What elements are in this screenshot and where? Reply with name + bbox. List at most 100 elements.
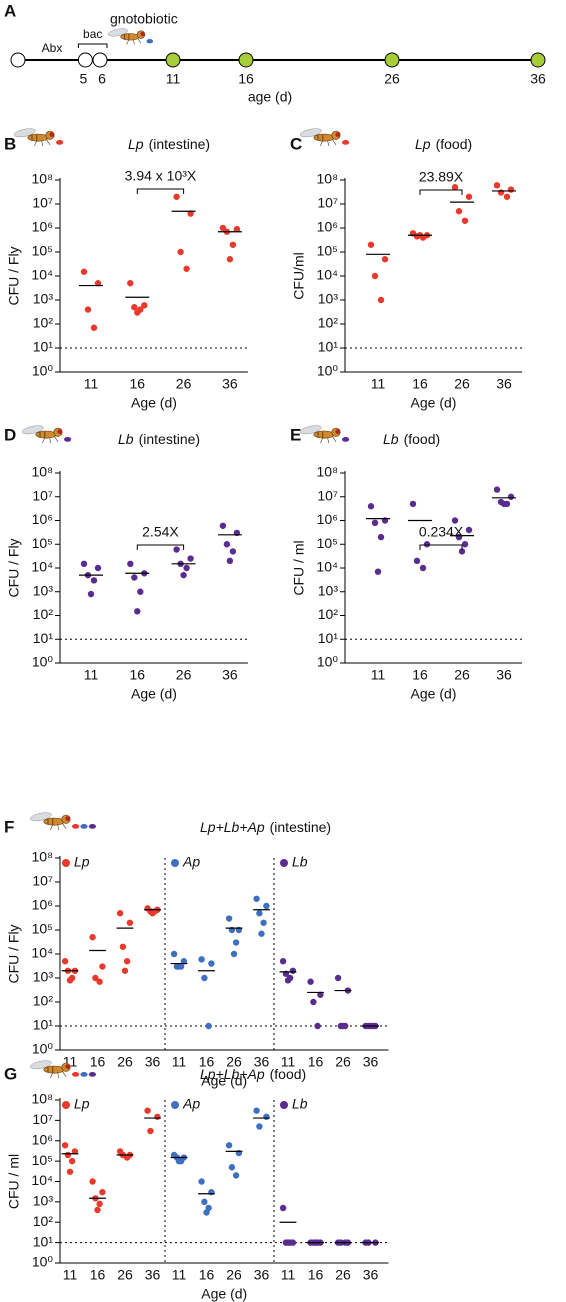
panel-letter: F — [4, 817, 14, 836]
y-tick-label: 10² — [33, 1213, 54, 1229]
title-italic: Lp — [128, 136, 144, 152]
data-point — [500, 500, 508, 508]
data-point — [96, 978, 103, 985]
data-point — [137, 588, 144, 595]
panel-letter: D — [4, 425, 16, 444]
day-label: 11 — [166, 71, 181, 87]
bacteria-icon — [64, 437, 72, 442]
data-point — [203, 1209, 210, 1216]
x-tick-label: 16 — [412, 376, 428, 392]
data-point — [374, 568, 382, 575]
data-point — [465, 526, 473, 534]
y-tick-label: 10⁷ — [317, 195, 338, 211]
fly-body — [21, 423, 63, 444]
data-point — [409, 500, 417, 508]
chart-title: Lp+Lb+Ap (intestine) — [200, 819, 331, 835]
fly-body — [299, 423, 341, 444]
y-axis-label: CFU / Fly — [6, 924, 22, 983]
bac-marker — [92, 52, 108, 68]
data-point — [89, 934, 96, 941]
data-point — [367, 241, 375, 248]
y-tick-label: 10⁸ — [317, 464, 339, 480]
bac-bracket — [77, 43, 108, 48]
data-point — [377, 533, 385, 541]
bacteria-icon — [56, 140, 64, 145]
data-point — [187, 555, 194, 562]
legend-label: Ap — [182, 1096, 200, 1112]
legend-marker — [280, 859, 288, 867]
y-tick-label: 10⁰ — [317, 363, 339, 379]
x-tick-label: 36 — [363, 1267, 379, 1283]
x-tick-label: 26 — [117, 1054, 133, 1070]
y-tick-label: 10⁸ — [32, 464, 54, 480]
y-tick-label: 10⁵ — [317, 243, 338, 259]
fly-body — [107, 26, 146, 45]
data-point — [154, 1113, 161, 1120]
bacteria-icon — [146, 39, 154, 44]
title-italic: Lp — [415, 136, 431, 152]
day-label: 36 — [530, 71, 546, 87]
y-tick-label: 10³ — [33, 969, 54, 985]
abx-label: Abx — [42, 41, 63, 55]
data-point — [198, 1178, 205, 1185]
data-point — [187, 210, 194, 217]
day-label: 26 — [384, 71, 400, 87]
bacteria-icon — [72, 1072, 80, 1077]
data-point — [279, 958, 287, 965]
data-point — [68, 1157, 76, 1165]
y-tick-label: 10⁰ — [317, 654, 339, 670]
x-tick-label: 11 — [371, 376, 386, 392]
data-point — [289, 967, 297, 974]
bac-label: bac — [83, 27, 102, 41]
x-tick-label: 36 — [254, 1054, 270, 1070]
y-tick-label: 10³ — [318, 582, 339, 598]
data-point — [183, 265, 190, 272]
sample-marker — [384, 52, 400, 68]
data-point — [253, 1107, 260, 1114]
data-point — [175, 963, 183, 970]
data-point — [90, 577, 98, 584]
data-point — [232, 939, 240, 946]
y-tick-label: 10⁰ — [32, 1041, 54, 1057]
gnotobiotic-label: gnotobiotic — [110, 11, 178, 27]
x-tick-label: 11 — [84, 376, 99, 392]
data-point — [228, 1164, 236, 1171]
y-axis-label: CFU / Fly — [6, 246, 22, 305]
y-tick-label: 10⁴ — [316, 267, 338, 283]
legend-marker — [171, 859, 179, 867]
y-tick-label: 10⁷ — [32, 1111, 53, 1127]
data-point — [232, 1172, 240, 1179]
x-tick-label: 11 — [84, 667, 99, 683]
data-point — [94, 564, 102, 572]
panel-letter: E — [290, 425, 301, 444]
data-point — [258, 930, 265, 937]
x-tick-label: 11 — [172, 1054, 187, 1070]
data-point — [131, 304, 138, 311]
x-tick-label: 26 — [335, 1054, 351, 1070]
data-point — [367, 503, 375, 510]
legend-marker — [280, 1101, 288, 1109]
x-tick-label: 11 — [172, 1267, 187, 1283]
annotation-label: 3.94 x 10³X — [125, 168, 197, 184]
data-point — [64, 1151, 72, 1159]
legend-label: Lb — [292, 1096, 308, 1112]
data-point — [310, 998, 317, 1006]
x-tick-label: 36 — [145, 1267, 161, 1283]
y-tick-label: 10⁶ — [32, 897, 53, 913]
x-tick-label: 36 — [254, 1267, 270, 1283]
data-point — [256, 1123, 263, 1130]
data-point — [180, 571, 187, 579]
annotation-bracket — [136, 544, 185, 550]
x-tick-label: 36 — [145, 1054, 161, 1070]
day-label: 6 — [98, 71, 106, 87]
bacteria-icon — [80, 1072, 88, 1077]
data-point — [219, 522, 227, 529]
data-point — [503, 193, 511, 200]
title-italic: Lb — [383, 431, 399, 447]
y-tick-label: 10⁸ — [32, 1091, 54, 1107]
y-tick-label: 10¹ — [318, 339, 339, 355]
data-point — [170, 950, 178, 958]
y-tick-label: 10⁸ — [317, 171, 339, 187]
data-point — [134, 608, 141, 615]
title-suffix: (food) — [436, 136, 473, 152]
